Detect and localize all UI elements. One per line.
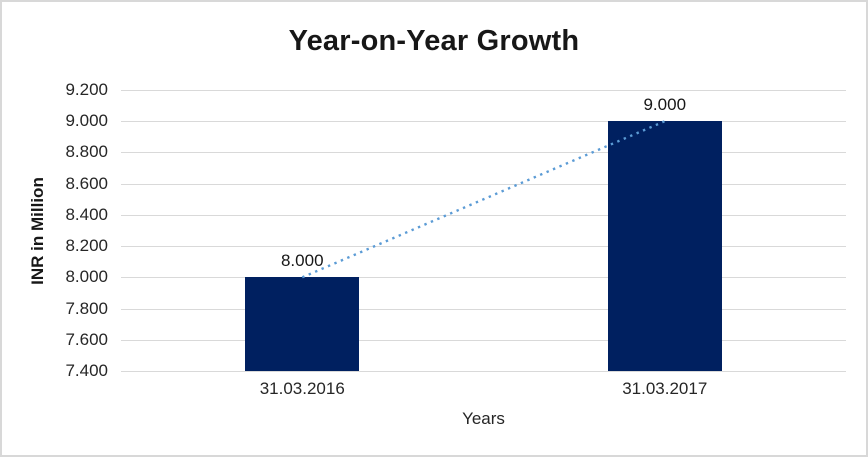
y-tick-label: 8.200	[65, 236, 108, 256]
gridline	[121, 121, 846, 123]
chart-title: Year-on-Year Growth	[288, 25, 580, 57]
gridline	[121, 308, 846, 310]
y-tick-label: 7.400	[65, 361, 108, 380]
trendline	[301, 120, 666, 279]
y-tick-label: 8.000	[65, 267, 108, 287]
plot-area: 9.200 9.000 8.800 8.600 8.400 8.200 8.000 7.800…	[65, 80, 846, 398]
data-label: 9.000	[643, 95, 687, 115]
x-tick-label: 31.03.2017	[622, 379, 708, 398]
gridline	[121, 246, 846, 248]
gridline	[121, 90, 846, 91]
bar	[245, 277, 360, 371]
data-label: 8.000	[280, 251, 324, 271]
y-tick-label: 7.600	[65, 329, 108, 349]
y-tick-label: 9.000	[65, 111, 108, 131]
gridline	[121, 214, 846, 216]
y-tick-label: 7.800	[65, 298, 108, 318]
gridline	[121, 339, 846, 341]
gridline	[121, 371, 846, 372]
y-tick-label: 9.200	[65, 80, 108, 99]
gridline	[121, 183, 846, 185]
x-tick-label: 31.03.2016	[259, 379, 345, 398]
bar	[607, 121, 722, 371]
gridline	[121, 152, 846, 154]
y-tick-label: 8.800	[65, 142, 108, 162]
x-axis-title: Years	[462, 409, 505, 428]
gridline	[121, 277, 846, 279]
y-axis-title: INR in Million	[28, 177, 47, 285]
y-tick-label: 8.600	[65, 173, 108, 193]
y-tick-label: 8.400	[65, 204, 108, 224]
